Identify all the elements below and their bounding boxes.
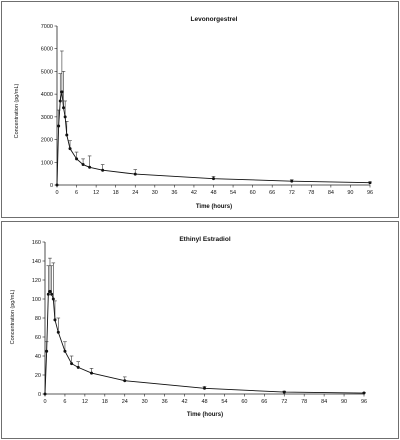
y-tick-label: 5000 [41, 69, 53, 75]
chart-levonorgestrel: Levonorgestrel Concentration (pg/mL) Tim… [14, 16, 373, 210]
x-tick-label: 84 [328, 190, 334, 196]
y-tick-label: 0 [50, 183, 53, 189]
x-tick-label: 0 [55, 190, 58, 196]
data-point [133, 172, 137, 176]
x-tick-label: 12 [82, 399, 88, 405]
x-tick-label: 6 [63, 399, 66, 405]
data-point [70, 362, 74, 366]
data-point [68, 147, 72, 151]
x-tick-label: 18 [102, 399, 108, 405]
data-point [90, 371, 94, 375]
y-tick-label: 100 [32, 297, 41, 303]
x-tick-label: 54 [230, 190, 236, 196]
x-tick-label: 24 [122, 399, 128, 405]
data-point [43, 392, 47, 396]
y-tick-label: 2000 [41, 138, 53, 144]
y-axis-label: Concentration (pg/mL) [14, 83, 20, 138]
x-tick-label: 6 [75, 190, 78, 196]
x-tick-label: 90 [341, 399, 347, 405]
data-point [46, 292, 50, 296]
y-tick-label: 3000 [41, 115, 53, 121]
x-tick-label: 30 [152, 190, 158, 196]
x-tick-label: 24 [132, 190, 138, 196]
data-point [51, 297, 55, 301]
data-point [81, 163, 85, 167]
data-point [48, 289, 52, 293]
data-point [212, 177, 215, 181]
x-tick-label: 18 [113, 190, 119, 196]
y-tick-label: 1000 [41, 160, 53, 166]
data-point [56, 330, 60, 334]
y-tick-label: 160 [32, 240, 41, 246]
x-tick-label: 54 [221, 399, 227, 405]
chart-panel-levonorgestrel: Levonorgestrel Concentration (pg/mL) Tim… [1, 1, 399, 218]
y-tick-label: 6000 [41, 47, 53, 53]
x-tick-label: 36 [162, 399, 168, 405]
x-tick-label: 60 [241, 399, 247, 405]
y-tick-label: 4000 [41, 92, 53, 98]
y-tick-label: 140 [32, 259, 41, 265]
data-point [63, 115, 67, 119]
data-point [362, 391, 366, 395]
data-point [203, 386, 206, 390]
x-tick-label: 12 [93, 190, 99, 196]
x-tick-label: 66 [269, 190, 275, 196]
data-point [290, 179, 294, 183]
x-tick-label: 0 [43, 399, 46, 405]
x-tick-label: 84 [321, 399, 327, 405]
x-axis-label: Time (hours) [196, 204, 232, 210]
chart-title: Levonorgestrel [191, 16, 238, 23]
x-tick-label: 42 [182, 399, 188, 405]
y-tick-label: 120 [32, 278, 41, 284]
data-point [65, 133, 69, 137]
x-tick-label: 48 [201, 399, 207, 405]
x-tick-label: 96 [361, 399, 367, 405]
y-tick-label: 20 [35, 373, 41, 379]
x-tick-label: 36 [171, 190, 177, 196]
x-tick-label: 78 [308, 190, 314, 196]
x-tick-label: 78 [301, 399, 307, 405]
y-axis-label: Concentration (pg/mL) [10, 289, 16, 344]
data-point [57, 124, 61, 128]
x-tick-label: 90 [347, 190, 353, 196]
x-tick-label: 48 [210, 190, 216, 196]
chart-ethinyl-estradiol: Ethinyl Estradiol Concentration (pg/mL) … [10, 236, 367, 418]
chart-title: Ethinyl Estradiol [179, 236, 230, 243]
data-point [53, 318, 57, 322]
y-tick-label: 0 [38, 392, 41, 398]
data-point [50, 292, 54, 296]
data-point [76, 365, 80, 369]
data-point [62, 106, 66, 110]
x-tick-label: 72 [281, 399, 287, 405]
x-tick-label: 96 [367, 190, 373, 196]
data-point [368, 181, 372, 185]
data-point [282, 390, 286, 394]
x-tick-label: 42 [191, 190, 197, 196]
data-point [60, 90, 64, 94]
data-point [123, 379, 127, 383]
data-point [55, 183, 59, 187]
y-tick-label: 7000 [41, 24, 53, 30]
data-point [58, 99, 62, 103]
series-line [44, 290, 365, 395]
data-point [63, 349, 67, 353]
y-tick-label: 80 [35, 316, 41, 322]
x-tick-label: 66 [261, 399, 267, 405]
chart-panel-ethinyl-estradiol: Ethinyl Estradiol Concentration (pg/mL) … [1, 221, 399, 439]
data-point [101, 168, 105, 172]
data-point [75, 157, 79, 161]
x-tick-label: 72 [289, 190, 295, 196]
data-point [88, 165, 92, 169]
y-tick-label: 60 [35, 335, 41, 341]
data-point [45, 349, 49, 353]
x-tick-label: 30 [142, 399, 148, 405]
x-tick-label: 60 [250, 190, 256, 196]
x-axis-label: Time (hours) [187, 412, 223, 418]
y-tick-label: 40 [35, 354, 41, 360]
series-line [56, 91, 371, 186]
